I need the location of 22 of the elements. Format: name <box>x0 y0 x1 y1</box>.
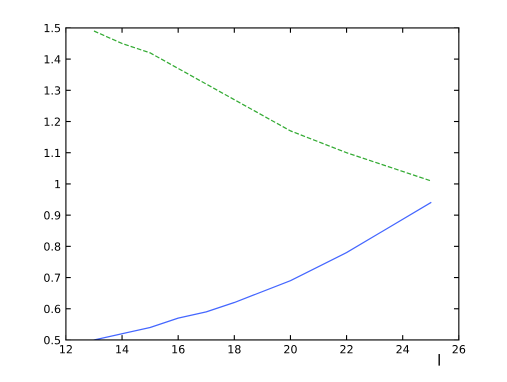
x-tick-label: 18 <box>228 345 241 354</box>
y-tick-label: 1.3 <box>44 86 60 95</box>
y-tick-label: 0.5 <box>44 336 60 344</box>
line-series <box>93 202 432 340</box>
y-tick-label: 1.4 <box>44 55 60 64</box>
x-tick-label: 24 <box>396 345 410 354</box>
y-tick-label: 1 <box>55 180 60 188</box>
y-tick-label: 0.8 <box>44 242 60 251</box>
y-tick-label: 0.6 <box>44 304 60 314</box>
x-tick-label: 14 <box>116 345 128 354</box>
y-tick-label: 0.9 <box>44 211 60 220</box>
line-series <box>93 30 432 182</box>
x-tick-label: 26 <box>452 345 466 354</box>
y-tick-label: 0.7 <box>44 274 60 282</box>
x-tick-label: 16 <box>172 345 185 354</box>
y-tick-label: 1.1 <box>44 148 60 157</box>
y-tick-label: 1.2 <box>44 117 60 126</box>
x-tick-label: 22 <box>340 345 353 354</box>
x-axis-title: l <box>438 354 440 366</box>
y-tick-label: 1.5 <box>44 24 60 32</box>
x-tick-label: 12 <box>60 345 72 354</box>
x-tick-label: 20 <box>284 345 297 354</box>
